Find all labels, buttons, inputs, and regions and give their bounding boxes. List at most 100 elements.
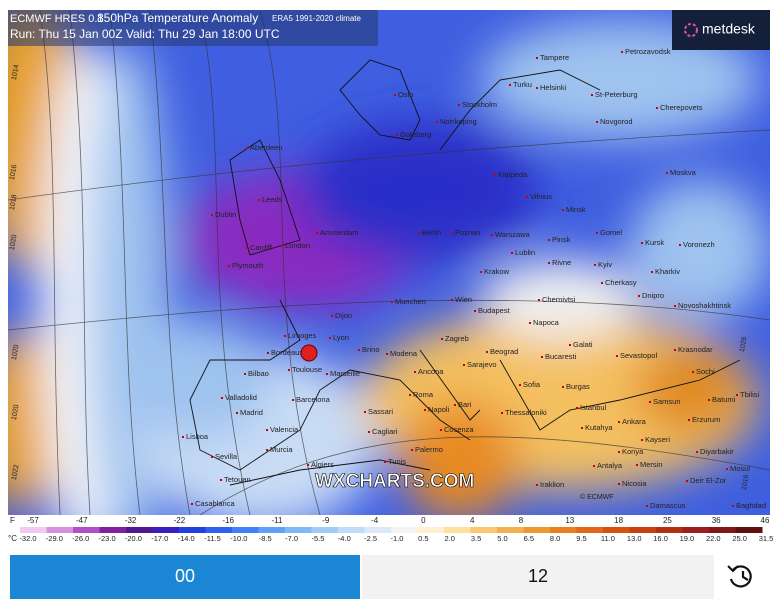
colour-swatch [470, 527, 498, 533]
city-dot [491, 234, 493, 236]
city-dot [414, 371, 416, 373]
c-value: -4.0 [338, 534, 351, 543]
city-dot [326, 373, 328, 375]
c-value: 2.0 [444, 534, 454, 543]
city-label: Marseille [330, 369, 360, 378]
city-label: Ancona [418, 367, 444, 376]
history-button[interactable] [727, 565, 752, 588]
location-marker [300, 344, 318, 362]
city-dot [736, 394, 738, 396]
f-value: -32 [125, 516, 137, 525]
c-value: -17.0 [151, 534, 168, 543]
city-label: Sevastopol [620, 351, 657, 360]
city-label: Damascus [650, 501, 686, 510]
colour-swatch [258, 527, 286, 533]
colour-swatch [523, 527, 551, 533]
isobar-label: 1016 [741, 474, 751, 491]
colour-swatch [73, 527, 100, 533]
climate: ERA5 1991-2020 climate [272, 14, 361, 23]
c-value: -2.5 [364, 534, 377, 543]
city-label: Thessaloniki [505, 408, 547, 417]
city-label: Kayseri [645, 435, 670, 444]
button-12[interactable] [362, 555, 714, 599]
city-label: Ankara [622, 417, 647, 426]
run-time: Run: Thu 15 Jan 00Z Valid: Thu 29 Jan 18… [10, 27, 280, 41]
colour-swatch [656, 527, 683, 533]
city-dot [436, 121, 438, 123]
city-label: Baghdad [736, 501, 766, 510]
c-value: -14.0 [178, 534, 195, 543]
city-label: Cherepovets [660, 103, 703, 112]
c-value: 11.0 [601, 534, 615, 543]
city-dot [562, 209, 564, 211]
model: ECMWF HRES 0.1 [10, 13, 104, 25]
city-label: Minsk [566, 205, 586, 214]
city-label: Bucaresti [545, 352, 577, 361]
city-dot [211, 214, 213, 216]
city-label: Oslo [398, 90, 413, 99]
city-label: Deir El-Zor [690, 476, 727, 485]
city-dot [519, 384, 521, 386]
city-dot [458, 104, 460, 106]
city-dot [441, 338, 443, 340]
city-label: Napoca [533, 318, 560, 327]
city-dot [674, 305, 676, 307]
city-label: Novoshakhtinsk [678, 301, 731, 310]
city-dot [409, 394, 411, 396]
isobar-label: 1020 [9, 234, 19, 251]
city-label: St-Peterburg [595, 90, 638, 99]
c-value: -8.5 [259, 534, 272, 543]
city-dot [281, 245, 283, 247]
button-00[interactable] [10, 555, 360, 599]
c-value: 22.0 [706, 534, 721, 543]
c-value: 19.0 [680, 534, 695, 543]
colour-swatch [709, 527, 736, 533]
city-dot [641, 242, 643, 244]
city-label: Zagreb [445, 334, 469, 343]
city-dot [679, 244, 681, 246]
c-value: -20.0 [125, 534, 142, 543]
city-dot [649, 401, 651, 403]
city-label: Turku [513, 80, 532, 89]
city-dot [696, 451, 698, 453]
city-label: Voronezh [683, 240, 715, 249]
city-dot [591, 94, 593, 96]
colour-swatch [603, 527, 630, 533]
city-label: Petrozavodsk [625, 47, 671, 56]
city-label: Istanbul [580, 403, 607, 412]
city-dot [228, 265, 230, 267]
city-dot [411, 449, 413, 451]
city-label: Diyarbakir [700, 447, 734, 456]
city-label: Warszawa [495, 230, 531, 239]
city-dot [316, 232, 318, 234]
city-dot [618, 483, 620, 485]
city-dot [451, 232, 453, 234]
city-label: Nicosia [622, 479, 647, 488]
city-label: Sassari [368, 407, 393, 416]
city-label: Palermo [415, 445, 443, 454]
f-value: -22 [174, 516, 186, 525]
city-dot [646, 505, 648, 507]
city-dot [329, 337, 331, 339]
city-dot [182, 436, 184, 438]
c-value: 9.5 [576, 534, 586, 543]
city-dot [463, 364, 465, 366]
colour-swatch [682, 527, 710, 533]
city-label: Novgorod [600, 117, 633, 126]
f-value: 36 [712, 516, 721, 525]
city-dot [386, 353, 388, 355]
city-label: Stockholm [462, 100, 497, 109]
f-value: -4 [371, 516, 379, 525]
isobar-label: 1016 [9, 164, 19, 181]
isobar-label: 1014 [11, 64, 21, 81]
city-label: Madrid [240, 408, 263, 417]
city-label: Mersin [640, 460, 663, 469]
f-value: -57 [27, 516, 39, 525]
city-dot [636, 464, 638, 466]
colour-swatch [311, 527, 339, 533]
city-label: Cardiff [250, 243, 273, 252]
city-dot [211, 456, 213, 458]
colour-swatch [232, 527, 259, 533]
c-value: -7.0 [285, 534, 298, 543]
city-label: Gomel [600, 228, 622, 237]
